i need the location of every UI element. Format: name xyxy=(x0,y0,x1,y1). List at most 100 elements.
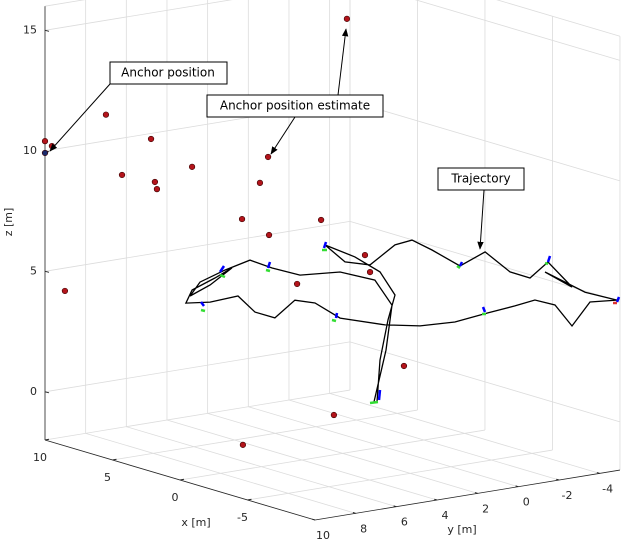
frame-marker xyxy=(615,296,621,303)
tick-mark xyxy=(44,29,50,32)
annotation-arrow xyxy=(49,83,111,152)
point xyxy=(102,111,110,118)
y-tick-label: 2 xyxy=(482,502,489,515)
frame-marker xyxy=(265,268,271,273)
grid-line xyxy=(44,341,351,393)
annotation: Anchor position xyxy=(121,66,215,80)
point xyxy=(265,231,273,239)
point xyxy=(41,149,49,157)
annotation: Trajectory xyxy=(450,172,510,186)
frame-marker xyxy=(219,273,226,279)
frame-marker xyxy=(266,261,272,269)
annotation-arrow xyxy=(270,116,296,155)
y-axis xyxy=(314,469,621,521)
point xyxy=(361,252,369,259)
point xyxy=(147,135,155,143)
x-tick-label: -5 xyxy=(237,511,248,524)
y-tick-label: 10 xyxy=(316,529,330,541)
orientation-markers xyxy=(200,241,621,405)
frame-marker xyxy=(331,318,337,323)
y-tick-label: -4 xyxy=(602,482,613,495)
grid-line xyxy=(126,426,397,508)
point xyxy=(118,171,126,179)
point xyxy=(294,280,301,288)
point xyxy=(400,362,408,370)
point xyxy=(343,15,351,22)
grid-line xyxy=(112,409,418,461)
point xyxy=(61,287,69,295)
annotation-arrow xyxy=(337,28,349,96)
tick-mark xyxy=(44,438,50,441)
annotations: Anchor position Anchor position estimate… xyxy=(49,28,525,250)
y-tick-label: 4 xyxy=(441,509,448,522)
annotation-box xyxy=(437,167,525,191)
point xyxy=(41,138,49,145)
grid-line xyxy=(248,406,519,488)
tick-mark xyxy=(247,498,252,501)
tick-mark xyxy=(179,478,185,481)
x-tick-label: 10 xyxy=(33,451,47,464)
axes: -5 0 5 10 -4 -2 0 2 4 6 8 10 0 5 10 15 xyxy=(23,0,621,541)
annotation-box xyxy=(109,61,228,85)
tick-mark xyxy=(474,492,478,494)
annotation-box xyxy=(206,94,384,118)
grid-line xyxy=(247,449,553,501)
grid-line xyxy=(44,220,351,272)
annotation: Anchor position estimate xyxy=(220,99,370,113)
point xyxy=(238,215,246,223)
point xyxy=(264,153,272,161)
frame-marker xyxy=(456,264,461,270)
frame-marker xyxy=(200,308,206,313)
point xyxy=(153,186,161,193)
frame-marker xyxy=(458,261,464,267)
x-tick-label: 0 xyxy=(172,491,179,504)
frame-marker xyxy=(481,306,487,313)
frame-marker xyxy=(377,389,382,401)
y-tick-label: 6 xyxy=(401,516,408,529)
frame-marker xyxy=(322,241,328,249)
frame-marker xyxy=(200,301,205,307)
tick-mark xyxy=(44,391,50,394)
point xyxy=(188,163,196,170)
grid-line xyxy=(207,412,478,494)
x-axis-label: x [m] xyxy=(181,516,210,529)
grid-line xyxy=(329,392,600,474)
tick-mark xyxy=(434,498,438,501)
y-tick-label: 8 xyxy=(360,522,367,535)
point xyxy=(330,411,337,419)
frame-marker xyxy=(544,261,549,266)
grid-line xyxy=(349,220,621,302)
grid-line xyxy=(179,429,486,481)
frame-marker xyxy=(334,312,339,319)
point xyxy=(239,441,246,448)
marks xyxy=(41,15,618,448)
grid-line xyxy=(44,0,233,31)
box-edge xyxy=(496,0,621,37)
z-tick-label: 15 xyxy=(23,23,37,36)
z-axis-label: z [m] xyxy=(2,208,15,237)
grid-line xyxy=(166,419,438,501)
frame-marker xyxy=(369,400,379,405)
grid-line xyxy=(44,389,351,441)
y-axis-label: y [m] xyxy=(447,523,476,536)
y-tick-label: 0 xyxy=(523,496,530,509)
grid-line xyxy=(349,100,621,182)
grid-line xyxy=(85,432,356,514)
point xyxy=(366,269,374,276)
point xyxy=(317,216,325,224)
tick-mark xyxy=(556,478,560,481)
tick-mark xyxy=(596,472,600,474)
tick-mark xyxy=(515,485,519,488)
grid-line xyxy=(414,0,621,61)
tick-mark xyxy=(312,518,316,521)
x-tick-label: 5 xyxy=(104,471,111,484)
tick-mark xyxy=(352,512,356,514)
trajectory xyxy=(184,239,618,403)
tick-mark xyxy=(393,505,397,508)
z-tick-label: 0 xyxy=(30,385,37,398)
y-tick-label: -2 xyxy=(561,489,572,502)
point xyxy=(151,178,159,186)
tick-mark xyxy=(112,458,117,461)
z-tick-label: 5 xyxy=(30,264,37,277)
